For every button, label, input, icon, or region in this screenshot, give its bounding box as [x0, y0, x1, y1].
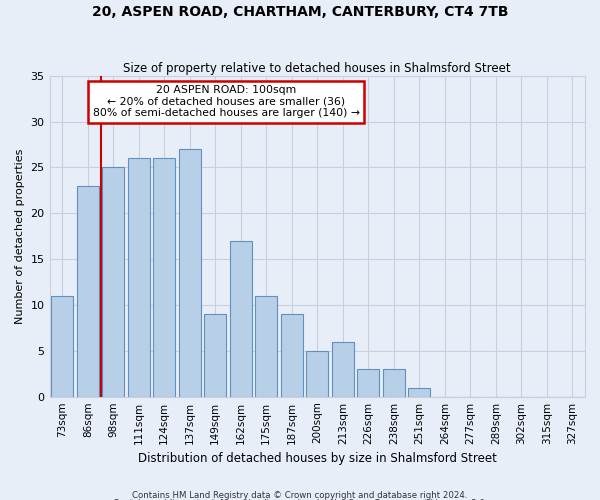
Text: 20, ASPEN ROAD, CHARTHAM, CANTERBURY, CT4 7TB: 20, ASPEN ROAD, CHARTHAM, CANTERBURY, CT… [92, 5, 508, 19]
Bar [383, 369, 404, 396]
Bar [230, 241, 251, 396]
Bar [358, 369, 379, 396]
Bar [52, 296, 73, 396]
Bar [77, 186, 98, 396]
Y-axis label: Number of detached properties: Number of detached properties [15, 148, 25, 324]
Title: Size of property relative to detached houses in Shalmsford Street: Size of property relative to detached ho… [124, 62, 511, 74]
Text: 20 ASPEN ROAD: 100sqm
← 20% of detached houses are smaller (36)
80% of semi-deta: 20 ASPEN ROAD: 100sqm ← 20% of detached … [93, 86, 360, 118]
Text: Contains HM Land Registry data © Crown copyright and database right 2024.: Contains HM Land Registry data © Crown c… [132, 490, 468, 500]
Bar [332, 342, 353, 396]
Bar [154, 158, 175, 396]
Bar [409, 388, 430, 396]
Bar [128, 158, 149, 396]
Bar [256, 296, 277, 396]
Bar [103, 168, 124, 396]
Bar [281, 314, 302, 396]
X-axis label: Distribution of detached houses by size in Shalmsford Street: Distribution of detached houses by size … [138, 452, 497, 465]
Bar [307, 351, 328, 397]
Bar [205, 314, 226, 396]
Bar [179, 149, 200, 396]
